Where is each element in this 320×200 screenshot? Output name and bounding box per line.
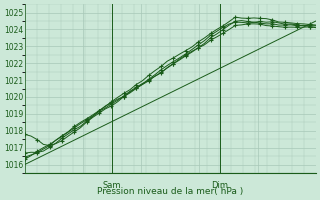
Text: Dim: Dim (211, 181, 228, 190)
Text: Sam: Sam (103, 181, 121, 190)
X-axis label: Pression niveau de la mer( hPa ): Pression niveau de la mer( hPa ) (97, 187, 244, 196)
